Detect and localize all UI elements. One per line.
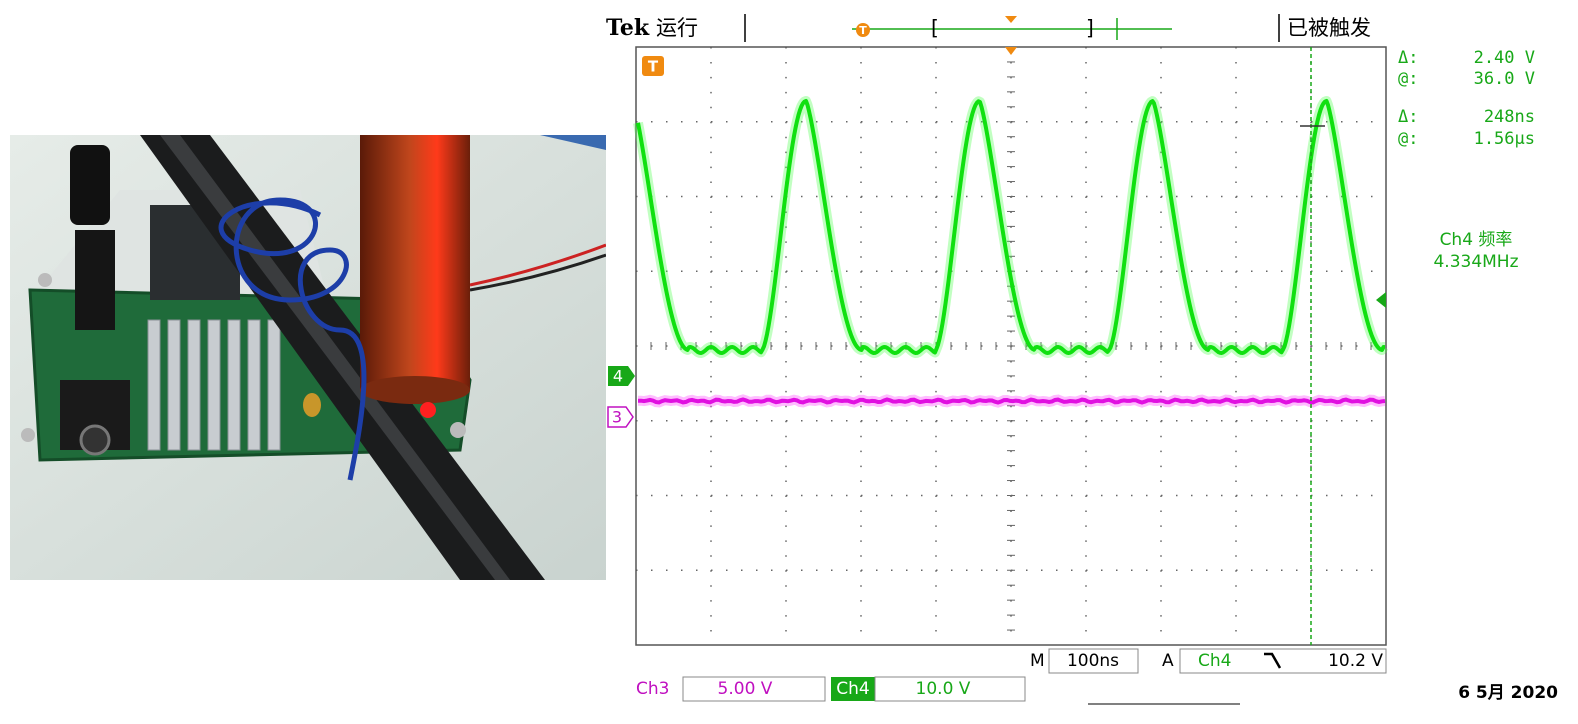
record-trigger-marker <box>856 23 870 37</box>
ch4-scale: 10.0 V <box>916 679 971 699</box>
trigger-marker-box <box>642 56 664 76</box>
ch3-marker <box>607 406 634 428</box>
ch4-marker <box>608 366 635 386</box>
measurement-name: Ch4 频率 <box>1440 230 1513 250</box>
circuit-photo <box>10 135 606 580</box>
trigger-position <box>1005 47 1017 55</box>
ch4-trace <box>636 99 1386 355</box>
ch4-box <box>874 676 1026 702</box>
ch4-name: Ch4 <box>836 679 869 699</box>
view-bracket-left: [ <box>931 16 939 40</box>
ch4-marker-label: 4 <box>613 367 623 386</box>
date: 6 5月 2020 <box>1458 683 1558 703</box>
trigger-prefix: A <box>1162 651 1174 671</box>
ch4-name-box <box>831 677 875 701</box>
ch3-marker-label: 3 <box>612 408 622 427</box>
cursor-readouts: Δ: 2.40 V @: 36.0 V Δ: 248ns @: 1.56µs <box>1398 48 1535 149</box>
cursor-label: @: <box>1398 129 1418 149</box>
trigger-box <box>1179 648 1387 674</box>
ch3-name: Ch3 <box>636 679 669 699</box>
record-trigger-letter: T <box>859 24 867 37</box>
ch3-scale: 5.00 V <box>718 679 773 699</box>
run-status: 运行 <box>656 16 698 40</box>
trigger-level: 10.2 V <box>1328 651 1383 671</box>
falling-edge-icon <box>1264 652 1282 669</box>
cursor-value: 1.56µs <box>1474 129 1535 149</box>
cursor-value: 248ns <box>1484 107 1535 127</box>
traces <box>633 96 1389 408</box>
timebase-value: 100ns <box>1067 651 1119 671</box>
cursor-value: 36.0 V <box>1474 69 1535 89</box>
cursor-label: @: <box>1398 69 1418 89</box>
cursor-label: Δ: <box>1398 107 1418 127</box>
timebase-box <box>1048 648 1139 674</box>
trigger-marker: T <box>648 58 659 76</box>
cursor-value: 2.40 V <box>1474 48 1535 68</box>
view-bracket-right: ] <box>1086 16 1094 40</box>
ch3-box <box>682 676 826 702</box>
brand: Tek <box>606 15 650 41</box>
trigger-level <box>1376 292 1386 308</box>
timebase-prefix: M <box>1030 651 1045 671</box>
record-position <box>1005 16 1017 23</box>
trigger-source: Ch4 <box>1198 651 1231 671</box>
trigger-state: 已被触发 <box>1287 16 1371 40</box>
cursor-label: Δ: <box>1398 48 1418 68</box>
ch3-trace <box>638 397 1386 405</box>
measurement-value: 4.334MHz <box>1433 252 1518 272</box>
